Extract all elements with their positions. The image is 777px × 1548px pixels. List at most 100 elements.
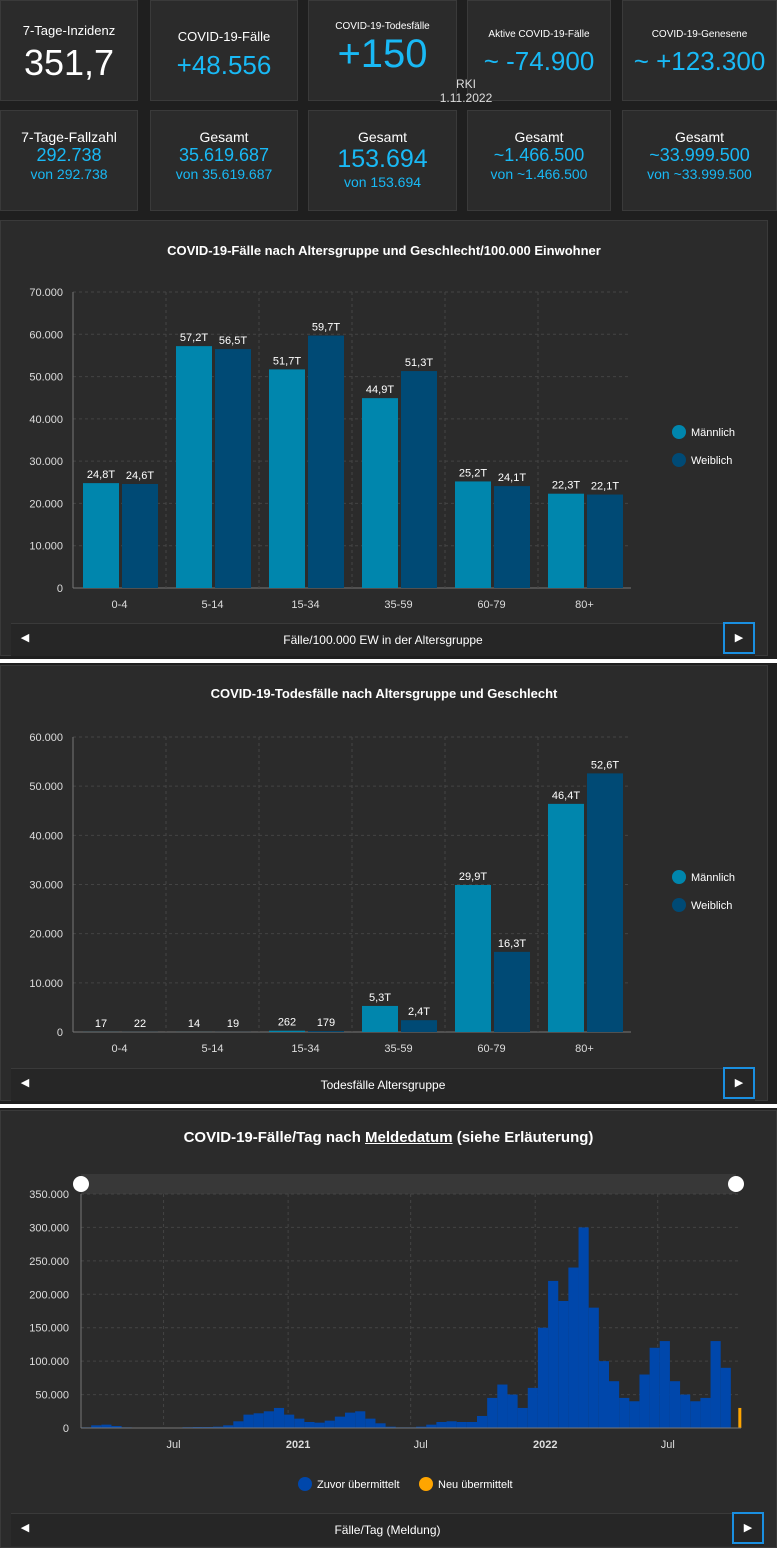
prev-arrow-icon[interactable]: ◀ bbox=[20, 1077, 30, 1089]
daily-bar[interactable] bbox=[263, 1411, 274, 1428]
next-arrow-icon[interactable]: ▶ bbox=[723, 1067, 755, 1099]
bar-weiblich[interactable] bbox=[122, 483, 158, 588]
daily-bar[interactable] bbox=[477, 1415, 488, 1428]
legend-swatch[interactable] bbox=[672, 425, 686, 439]
daily-bar[interactable] bbox=[345, 1412, 356, 1428]
bar-weiblich[interactable] bbox=[308, 1031, 344, 1032]
legend-swatch[interactable] bbox=[672, 453, 686, 467]
legend-swatch[interactable] bbox=[672, 898, 686, 912]
prev-arrow-icon[interactable]: ◀ bbox=[20, 632, 30, 644]
daily-bar[interactable] bbox=[294, 1418, 305, 1428]
daily-bar[interactable] bbox=[598, 1361, 609, 1428]
legend-swatch[interactable] bbox=[298, 1477, 312, 1491]
daily-bar[interactable] bbox=[690, 1401, 701, 1428]
daily-bar[interactable] bbox=[202, 1426, 213, 1428]
legend-label[interactable]: Zuvor übermittelt bbox=[317, 1479, 400, 1491]
daily-bar[interactable] bbox=[101, 1424, 112, 1428]
daily-bar[interactable] bbox=[233, 1421, 244, 1428]
daily-bar[interactable] bbox=[375, 1423, 386, 1428]
bar-weiblich[interactable] bbox=[401, 1020, 437, 1032]
daily-bar[interactable] bbox=[446, 1421, 457, 1428]
legend-swatch[interactable] bbox=[419, 1477, 433, 1491]
bar-weiblich[interactable] bbox=[308, 335, 344, 588]
bar-männlich[interactable] bbox=[455, 884, 491, 1032]
daily-bar[interactable] bbox=[273, 1407, 285, 1428]
daily-bar[interactable] bbox=[649, 1347, 660, 1428]
bar-männlich[interactable] bbox=[362, 1005, 398, 1032]
daily-bar[interactable] bbox=[588, 1307, 599, 1428]
x-tick-label: Jul bbox=[661, 1439, 675, 1451]
legend-label[interactable]: Weiblich bbox=[691, 900, 732, 912]
bar-männlich[interactable] bbox=[176, 346, 212, 588]
daily-bar[interactable] bbox=[537, 1327, 549, 1428]
bar-männlich[interactable] bbox=[455, 481, 491, 588]
legend-label[interactable]: Männlich bbox=[691, 427, 735, 439]
daily-bar[interactable] bbox=[578, 1227, 589, 1428]
daily-bar[interactable] bbox=[639, 1374, 650, 1428]
daily-bar[interactable] bbox=[609, 1381, 620, 1428]
daily-bar[interactable] bbox=[416, 1426, 427, 1428]
bar-männlich[interactable] bbox=[362, 398, 398, 588]
bar-weiblich[interactable] bbox=[494, 951, 530, 1032]
new-bar[interactable] bbox=[738, 1407, 742, 1428]
daily-bar[interactable] bbox=[680, 1394, 691, 1428]
stat-tile: COVID-19-Genesene ~ +123.300 bbox=[622, 0, 777, 101]
bar-männlich[interactable] bbox=[83, 483, 119, 588]
daily-bar[interactable] bbox=[669, 1381, 681, 1428]
daily-bar[interactable] bbox=[284, 1414, 295, 1428]
daily-bar[interactable] bbox=[629, 1401, 640, 1428]
daily-bar[interactable] bbox=[548, 1280, 559, 1428]
legend-label[interactable]: Weiblich bbox=[691, 455, 732, 467]
bar-weiblich[interactable] bbox=[215, 349, 251, 588]
daily-bar[interactable] bbox=[456, 1421, 467, 1428]
daily-bar[interactable] bbox=[355, 1411, 366, 1428]
bar-weiblich[interactable] bbox=[401, 371, 437, 588]
daily-bar[interactable] bbox=[324, 1420, 335, 1428]
daily-bar[interactable] bbox=[426, 1424, 437, 1428]
daily-bar[interactable] bbox=[91, 1425, 102, 1428]
daily-bar[interactable] bbox=[243, 1414, 254, 1428]
daily-bar[interactable] bbox=[558, 1300, 569, 1428]
daily-bar[interactable] bbox=[334, 1416, 345, 1428]
legend-label[interactable]: Neu übermittelt bbox=[438, 1479, 513, 1491]
daily-bar[interactable] bbox=[436, 1421, 447, 1428]
bar-weiblich[interactable] bbox=[587, 773, 623, 1032]
daily-bar[interactable] bbox=[304, 1421, 315, 1428]
daily-bar[interactable] bbox=[253, 1413, 264, 1428]
bar-männlich[interactable] bbox=[269, 1030, 305, 1032]
daily-bar[interactable] bbox=[385, 1426, 396, 1428]
daily-bar[interactable] bbox=[223, 1425, 234, 1428]
daily-bar[interactable] bbox=[517, 1407, 528, 1428]
bar-weiblich[interactable] bbox=[494, 486, 530, 588]
daily-bar[interactable] bbox=[487, 1397, 498, 1428]
next-arrow-icon[interactable]: ▶ bbox=[723, 622, 755, 654]
daily-bar[interactable] bbox=[507, 1394, 518, 1428]
range-slider-track[interactable] bbox=[81, 1174, 736, 1194]
bar-weiblich[interactable] bbox=[587, 494, 623, 588]
daily-bar[interactable] bbox=[619, 1397, 630, 1428]
daily-bar[interactable] bbox=[213, 1426, 224, 1428]
daily-bar[interactable] bbox=[466, 1421, 477, 1428]
daily-bar[interactable] bbox=[720, 1367, 731, 1428]
daily-bar[interactable] bbox=[111, 1425, 122, 1428]
range-slider-handle[interactable] bbox=[728, 1176, 744, 1192]
meldedatum-link[interactable]: Meldedatum bbox=[365, 1129, 453, 1146]
daily-bar[interactable] bbox=[192, 1426, 203, 1428]
legend-swatch[interactable] bbox=[672, 870, 686, 884]
daily-bar[interactable] bbox=[710, 1341, 721, 1428]
daily-bar[interactable] bbox=[568, 1267, 579, 1428]
daily-bar[interactable] bbox=[527, 1387, 538, 1428]
daily-bar[interactable] bbox=[365, 1418, 376, 1428]
daily-bar[interactable] bbox=[314, 1422, 325, 1428]
bar-männlich[interactable] bbox=[548, 493, 584, 588]
bar-männlich[interactable] bbox=[548, 803, 584, 1032]
legend-label[interactable]: Männlich bbox=[691, 872, 735, 884]
daily-bar[interactable] bbox=[659, 1341, 670, 1428]
range-slider-handle[interactable] bbox=[73, 1176, 89, 1192]
prev-arrow-icon[interactable]: ◀ bbox=[20, 1522, 30, 1534]
bar-männlich[interactable] bbox=[269, 369, 305, 588]
y-tick-label: 20.000 bbox=[29, 929, 63, 941]
next-arrow-icon[interactable]: ▶ bbox=[732, 1512, 764, 1544]
daily-bar[interactable] bbox=[700, 1397, 711, 1428]
daily-bar[interactable] bbox=[497, 1384, 508, 1428]
